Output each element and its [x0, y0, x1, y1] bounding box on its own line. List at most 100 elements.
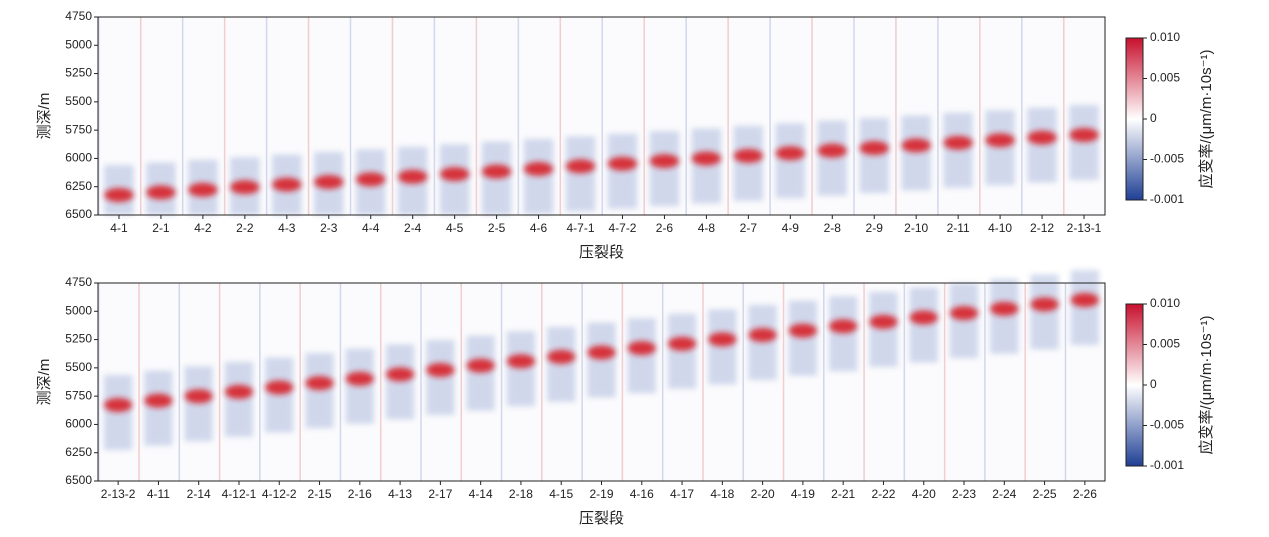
- y-axis-label: 测深/m: [36, 359, 53, 406]
- texture-blue: [949, 283, 979, 359]
- colorbar-tick-label: -0.005: [1150, 152, 1184, 166]
- texture-blue: [775, 123, 805, 199]
- y-tick-label: 5750: [65, 122, 92, 136]
- y-tick-label: 6000: [65, 151, 92, 165]
- texture-stripe: [218, 283, 221, 481]
- texture-stripe: [702, 283, 704, 481]
- x-tick-label: 2-2: [236, 221, 254, 235]
- texture-blue: [144, 370, 173, 446]
- x-tick-label: 4-9: [782, 221, 800, 235]
- y-tick-label: 5500: [65, 94, 92, 108]
- y-tick-label: 4750: [65, 9, 92, 23]
- texture-stripe: [460, 283, 463, 481]
- x-tick-label: 2-21: [831, 487, 855, 501]
- texture-red: [466, 358, 495, 373]
- texture-red: [627, 341, 656, 356]
- texture-red: [691, 151, 722, 166]
- texture-red: [356, 172, 386, 187]
- texture-red: [188, 182, 218, 197]
- texture-stripe: [475, 17, 478, 215]
- colorbar-tick-label: 0.005: [1150, 337, 1180, 351]
- texture-red: [386, 367, 415, 382]
- x-tick-label: 2-6: [656, 221, 674, 235]
- texture-blue: [748, 305, 777, 380]
- texture-blue: [547, 326, 576, 402]
- x-tick-label: 4-13: [388, 487, 412, 501]
- texture-stripe: [98, 283, 100, 481]
- texture-blue: [708, 309, 737, 385]
- texture-blue: [1069, 105, 1099, 180]
- x-tick-label: 2-9: [866, 221, 884, 235]
- texture-red: [587, 345, 616, 360]
- texture-blue: [733, 125, 764, 201]
- colorbar: [1125, 37, 1144, 201]
- colorbar-tick-label: 0: [1150, 377, 1157, 391]
- colorbar-label: 应变率/(μm/m·10s⁻¹): [1197, 49, 1215, 188]
- texture-red: [985, 133, 1015, 148]
- y-tick-label: 6250: [65, 179, 92, 193]
- texture-stripe: [98, 17, 100, 215]
- x-tick-label: 4-17: [670, 487, 694, 501]
- texture-red: [305, 376, 334, 391]
- x-tick-label: 2-4: [404, 221, 422, 235]
- texture-red: [708, 332, 737, 347]
- texture-red: [144, 393, 173, 408]
- x-tick-label: 4-15: [549, 487, 573, 501]
- x-tick-label: 2-17: [428, 487, 452, 501]
- y-tick-label: 4750: [65, 275, 92, 289]
- colorbar-tick-label: 0.005: [1150, 71, 1180, 85]
- texture-red: [649, 154, 680, 169]
- texture-red: [1069, 128, 1099, 142]
- texture-red: [869, 314, 898, 329]
- x-tick-label: 2-20: [751, 487, 775, 501]
- texture-stripe: [685, 17, 687, 215]
- y-tick-label: 6500: [65, 473, 92, 487]
- texture-blue: [691, 128, 722, 204]
- texture-red: [398, 169, 428, 184]
- plot-frame: [97, 16, 1106, 216]
- texture-blue: [859, 118, 889, 194]
- texture-red: [523, 161, 554, 176]
- texture-blue: [386, 344, 415, 420]
- y-tick-label: 6500: [65, 207, 92, 221]
- x-tick-label: 4-10: [988, 221, 1012, 235]
- x-tick-label: 4-20: [912, 487, 936, 501]
- texture-red: [949, 306, 979, 321]
- colorbar-tick-label: 0.010: [1150, 30, 1180, 44]
- texture-stripe: [811, 17, 813, 215]
- x-tick-label: 2-5: [488, 221, 506, 235]
- texture-stripe: [500, 283, 503, 481]
- texture-red: [607, 156, 638, 171]
- texture-red: [901, 138, 931, 153]
- texture-stripe: [742, 283, 744, 481]
- texture-stripe: [178, 283, 181, 481]
- texture-stripe: [937, 17, 939, 215]
- texture-stripe: [339, 283, 342, 481]
- texture-blue: [817, 120, 847, 196]
- y-axis-label: 测深/m: [36, 93, 53, 140]
- texture-red: [667, 336, 697, 351]
- x-tick-label: 2-1: [152, 221, 170, 235]
- texture-blue: [667, 313, 697, 389]
- texture-stripe: [601, 17, 603, 215]
- texture-stripe: [517, 17, 520, 215]
- x-tick-label: 4-7-1: [567, 221, 595, 235]
- texture-stripe: [903, 283, 906, 481]
- texture-blue: [869, 291, 898, 367]
- texture-red: [230, 180, 260, 195]
- texture-stripe: [769, 17, 771, 215]
- x-tick-label: 4-11: [147, 487, 170, 501]
- x-tick-label: 4-16: [630, 487, 654, 501]
- x-tick-label: 4-4: [362, 221, 380, 235]
- texture-stripe: [559, 17, 562, 215]
- texture-red: [788, 323, 817, 338]
- texture-stripe: [139, 17, 142, 215]
- texture-red: [314, 174, 344, 189]
- x-tick-label: 2-18: [509, 487, 533, 501]
- x-tick-label: 4-7-2: [608, 221, 636, 235]
- texture-blue: [426, 340, 455, 415]
- texture-stripe: [895, 17, 897, 215]
- texture-red: [565, 159, 596, 174]
- x-tick-label: 2-7: [740, 221, 758, 235]
- x-tick-label: 2-26: [1073, 487, 1097, 501]
